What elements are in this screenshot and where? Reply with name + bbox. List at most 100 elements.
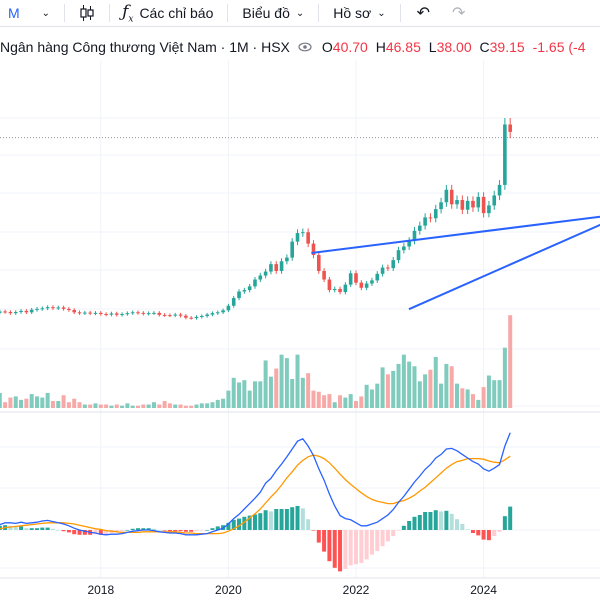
candle-body [130,312,135,314]
candle-body [487,205,491,214]
volume-bar [316,391,321,408]
macd-histogram-bar [401,525,406,530]
volume-bar [359,396,364,408]
macd-histogram-bar [295,506,300,530]
candle-body [263,271,268,276]
macd-histogram-bar [396,530,401,531]
candle-body [370,280,374,284]
volume-bar [311,390,316,408]
macd-histogram-bar [380,530,385,547]
candle-body [237,291,241,299]
macd-histogram-bar [306,519,311,530]
signal-line [0,454,511,535]
candle-body [386,267,390,269]
macd-histogram-bar [167,530,172,532]
candle-body [274,264,279,271]
volume-bar [136,405,141,408]
volume-bar [194,404,199,408]
candle-body [380,267,385,274]
macd-histogram-bar [455,519,460,530]
chevron-down-icon: ⌄ [41,7,51,19]
toolbar-divider [64,4,66,22]
macd-pane [0,432,513,572]
volume-bar [412,366,417,408]
macd-histogram-bar [332,530,337,568]
macd-histogram-bar [417,515,422,530]
volume-bar [226,390,231,408]
interval-button[interactable]: M ⌄ [0,0,50,26]
macd-histogram-bar [178,530,183,532]
candle-body [205,314,209,317]
candle-body [184,315,188,318]
volume-bar [29,394,34,408]
candle-body [8,312,13,314]
candle-body [332,288,337,291]
macd-histogram-bar [19,526,24,530]
candle-body [253,279,257,287]
undo-button[interactable]: ↶ [405,0,442,26]
macd-histogram-bar [237,518,242,530]
candle-body [13,312,18,314]
volume-bar [3,402,8,408]
chart-style-button[interactable] [69,0,105,26]
candle-body [449,189,454,205]
volume-bar [439,383,444,408]
volume-bar [354,401,358,408]
macd-histogram-bar [322,530,327,552]
candle-body [67,308,71,311]
volume-bar [45,392,50,408]
macd-histogram-bar [40,527,45,530]
high-value: 46.85 [385,39,421,55]
candlestick-series [0,118,512,320]
candle-body [45,307,50,309]
macd-histogram-bar [311,530,316,531]
volume-bar [492,380,497,408]
candle-body [200,316,204,318]
candle-body [109,313,114,315]
volume-bar [279,354,284,408]
macd-histogram-bar [130,528,135,530]
macd-line [0,432,511,536]
candle-body [83,312,87,314]
close-value: 39.15 [489,39,525,55]
volume-bar [423,374,428,408]
eye-icon[interactable] [298,39,312,55]
chart-type-button[interactable]: Biểu đồ ⌄ [232,0,314,26]
candle-body [391,260,396,269]
candle-body [423,217,427,226]
candle-body [247,286,252,291]
candle-body [481,196,486,214]
high-key: H [375,39,386,55]
macd-histogram-bar [183,530,188,532]
candle-body [173,314,178,316]
candle-body [354,273,358,283]
volume-bar [231,377,236,408]
redo-button[interactable]: ↷ [442,0,475,26]
candle-body [497,184,502,196]
chevron-down-icon: ⌄ [295,7,305,19]
volume-bar [215,399,220,408]
candle-body [24,310,29,313]
macd-histogram-bar [61,530,66,532]
candle-body [56,307,61,309]
volume-bar [428,369,433,408]
candle-body [306,232,310,244]
candle-body [19,310,23,313]
macd-histogram-bar [284,509,289,530]
symbol-title[interactable]: Ngân hàng Công thương Việt Nam · 1M · HS… [0,39,290,55]
candle-body [311,243,316,256]
volume-bar [24,398,29,408]
profile-button[interactable]: Hồ sơ ⌄ [323,0,395,26]
volume-bar [364,384,369,408]
time-axis: 2018 2020 2022 2024 [87,583,497,597]
volume-bar [199,403,204,408]
indicators-button[interactable]: ƒx Các chỉ báo [114,0,223,26]
candle-body [455,200,459,205]
candle-body [412,230,417,241]
macd-histogram-bar [93,530,98,535]
macd-histogram-bar [72,530,77,535]
volume-bar [189,405,194,408]
candle-body [226,305,231,311]
volume-bar [162,401,167,408]
